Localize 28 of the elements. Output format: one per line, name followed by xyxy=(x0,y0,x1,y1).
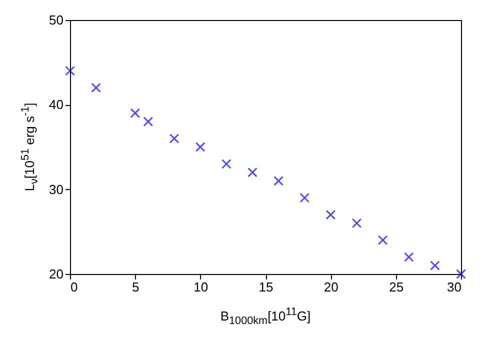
point xyxy=(378,235,388,246)
point xyxy=(274,176,284,186)
point xyxy=(221,159,232,169)
point xyxy=(195,142,206,152)
point xyxy=(456,269,466,279)
y-tick-label: 30 xyxy=(49,182,64,197)
point xyxy=(352,218,362,228)
y-tick-label: 20 xyxy=(49,266,64,282)
x-tick-label: 5 xyxy=(132,280,140,294)
point xyxy=(430,260,440,270)
point xyxy=(65,66,75,76)
x-tick-label: 10 xyxy=(194,280,208,294)
point xyxy=(404,252,414,262)
x-tick-label: 0 xyxy=(70,280,78,294)
point xyxy=(143,116,154,127)
y-tick-label: 50 xyxy=(49,12,64,28)
point xyxy=(169,134,180,144)
point xyxy=(91,82,101,93)
y-tick-label: 40 xyxy=(49,97,64,112)
point xyxy=(300,192,310,203)
point xyxy=(326,210,336,220)
point xyxy=(248,167,258,178)
point xyxy=(130,108,140,118)
x-tick-label: 20 xyxy=(324,280,338,294)
x-tick-label: 25 xyxy=(389,280,404,294)
x-axis-title: B$_{1000km}$[10$^{11}$G] xyxy=(219,306,312,327)
x-tick-label: 15 xyxy=(258,280,274,294)
x-tick-label: 30 xyxy=(447,280,462,294)
